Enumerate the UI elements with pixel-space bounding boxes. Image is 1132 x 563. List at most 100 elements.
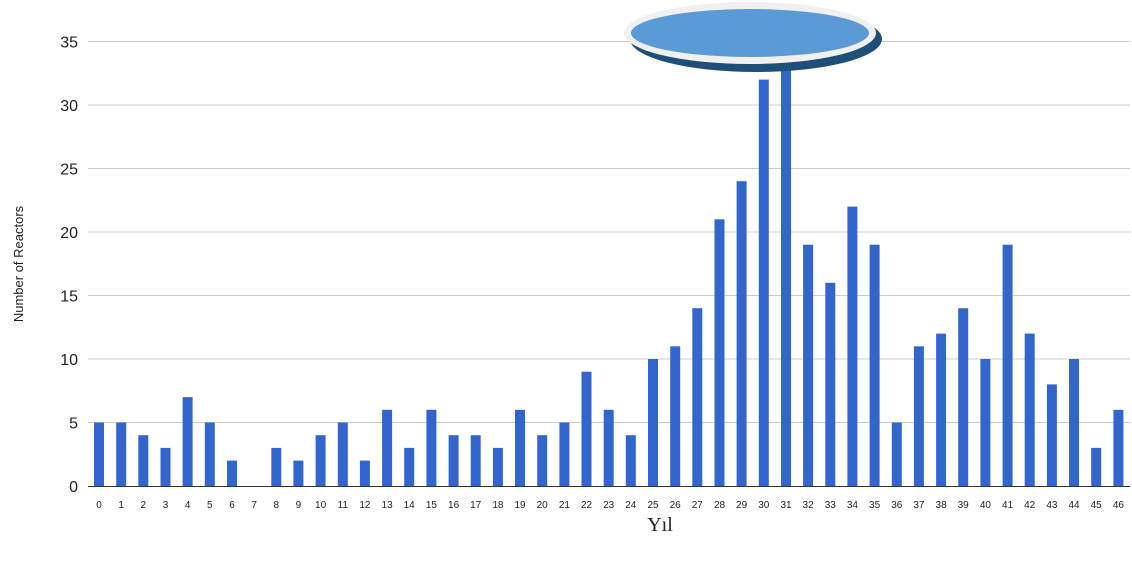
x-tick-label: 0 — [96, 500, 102, 511]
bar-22 — [582, 372, 592, 486]
x-tick-label: 31 — [780, 500, 792, 511]
x-tick-label: 46 — [1113, 500, 1125, 511]
bar-14 — [404, 448, 414, 486]
y-tick-label: 35 — [60, 35, 78, 52]
x-tick-label: 6 — [229, 500, 235, 511]
y-tick-label: 30 — [60, 98, 78, 115]
x-tick-label: 25 — [647, 500, 659, 511]
bar-36 — [892, 423, 902, 487]
x-tick-label: 27 — [692, 500, 704, 511]
y-tick-label: 0 — [69, 479, 78, 496]
bar-30 — [759, 80, 769, 486]
x-tick-label: 43 — [1046, 500, 1058, 511]
highlight-ellipse — [624, 2, 882, 72]
x-tick-label: 16 — [448, 500, 460, 511]
x-tick-label: 1 — [118, 500, 124, 511]
x-tick-label: 28 — [714, 500, 726, 511]
x-tick-label: 21 — [559, 500, 571, 511]
x-tick-label: 45 — [1091, 500, 1103, 511]
bar-26 — [670, 346, 680, 486]
bar-1 — [116, 423, 126, 487]
x-tick-label: 3 — [163, 500, 169, 511]
bar-38 — [936, 334, 946, 486]
bar-19 — [515, 410, 525, 486]
x-tick-label: 44 — [1068, 500, 1080, 511]
x-tick-label: 9 — [296, 500, 302, 511]
x-tick-label: 42 — [1024, 500, 1036, 511]
x-tick-label: 29 — [736, 500, 748, 511]
x-tick-label: 41 — [1002, 500, 1014, 511]
bar-20 — [537, 435, 547, 486]
x-axis-title: Yıl — [647, 514, 673, 536]
x-tick-label: 5 — [207, 500, 213, 511]
x-tick-label: 34 — [847, 500, 859, 511]
x-tick-label: 13 — [382, 500, 394, 511]
x-tick-label: 7 — [251, 500, 257, 511]
y-tick-label: 5 — [69, 416, 78, 433]
x-tick-labels: 0 1 2 3 4 5 6 7 8 9 10 11 12 13 14 15 16 17 18 19 20 21 22 23 24… — [96, 500, 1124, 511]
bar-11 — [338, 423, 348, 487]
grid-lines — [88, 42, 1130, 423]
bar-34 — [847, 207, 857, 486]
x-tick-label: 10 — [315, 500, 327, 511]
y-axis-title: Number of Reactors — [11, 205, 26, 322]
x-tick-label: 23 — [603, 500, 615, 511]
x-tick-label: 39 — [958, 500, 970, 511]
bar-32 — [803, 245, 813, 486]
x-tick-label: 4 — [185, 500, 191, 511]
bar-40 — [980, 359, 990, 486]
bar-35 — [870, 245, 880, 486]
x-tick-label: 38 — [936, 500, 948, 511]
bar-31 — [781, 67, 791, 486]
bar-46 — [1113, 410, 1123, 486]
bar-9 — [293, 461, 303, 486]
bar-37 — [914, 346, 924, 486]
x-tick-label: 17 — [470, 500, 482, 511]
bar-6 — [227, 461, 237, 486]
y-tick-label: 20 — [60, 225, 78, 242]
x-tick-label: 33 — [825, 500, 837, 511]
x-tick-label: 18 — [492, 500, 504, 511]
y-tick-label: 15 — [60, 289, 78, 306]
x-tick-label: 11 — [338, 500, 349, 511]
x-tick-label: 36 — [891, 500, 903, 511]
bar-39 — [958, 308, 968, 486]
x-tick-label: 40 — [980, 500, 992, 511]
bar-42 — [1025, 334, 1035, 486]
bar-8 — [271, 448, 281, 486]
bar-23 — [604, 410, 614, 486]
bar-44 — [1069, 359, 1079, 486]
x-tick-label: 20 — [537, 500, 549, 511]
bar-25 — [648, 359, 658, 486]
x-tick-label: 22 — [581, 500, 593, 511]
x-tick-label: 35 — [869, 500, 881, 511]
x-tick-label: 24 — [625, 500, 637, 511]
x-tick-label: 32 — [803, 500, 815, 511]
x-tick-label: 8 — [274, 500, 280, 511]
x-tick-label: 2 — [141, 500, 147, 511]
bar-5 — [205, 423, 215, 487]
bar-15 — [426, 410, 436, 486]
x-tick-label: 12 — [359, 500, 371, 511]
x-tick-label: 14 — [404, 500, 416, 511]
bars — [94, 67, 1123, 486]
bar-43 — [1047, 384, 1057, 486]
bar-13 — [382, 410, 392, 486]
x-tick-label: 15 — [426, 500, 438, 511]
bar-17 — [471, 435, 481, 486]
x-tick-label: 26 — [670, 500, 682, 511]
bar-4 — [183, 397, 193, 486]
bar-18 — [493, 448, 503, 486]
bar-27 — [692, 308, 702, 486]
bar-10 — [316, 435, 326, 486]
bar-41 — [1003, 245, 1013, 486]
bar-28 — [715, 219, 725, 486]
bar-3 — [161, 448, 171, 486]
bar-21 — [559, 423, 569, 487]
bar-29 — [737, 181, 747, 486]
x-tick-label: 37 — [913, 500, 925, 511]
bar-45 — [1091, 448, 1101, 486]
bar-2 — [138, 435, 148, 486]
bar-0 — [94, 423, 104, 487]
